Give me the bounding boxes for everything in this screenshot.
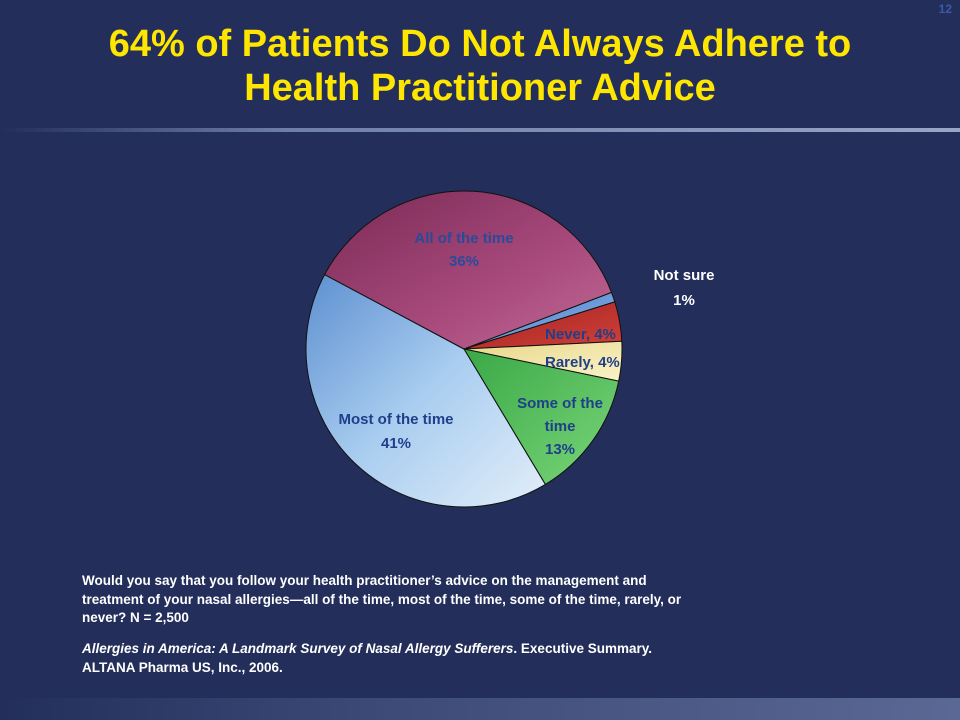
label-all-of-the-time: All of the time — [414, 230, 513, 247]
source-citation: Allergies in America: A Landmark Survey … — [82, 640, 682, 677]
source-details: . Executive Summary. ALTANA Pharma US, I… — [82, 641, 652, 675]
label-rarely: Rarely, 4% — [545, 354, 620, 371]
source-title: Allergies in America: A Landmark Survey … — [82, 641, 514, 656]
pie-slice-some-of-the-time — [462, 348, 620, 486]
label-never: Never, 4% — [545, 326, 616, 343]
label-not-sure: Not sure — [654, 267, 715, 284]
label-not-sure-pct: 1% — [673, 292, 695, 309]
slide-number: 12 — [938, 2, 952, 16]
footer-bar — [0, 698, 960, 720]
label-some-of-the-time-1: Some of the — [517, 395, 603, 412]
pie-slice-all-of-the-time — [323, 190, 613, 350]
label-some-pct: 13% — [545, 441, 575, 458]
pie-slice-most-of-the-time — [305, 273, 547, 508]
title-line-1: 64% of Patients Do Not Always Adhere to — [108, 23, 852, 65]
label-some-of-the-time-2: time — [545, 418, 576, 435]
title-divider — [0, 128, 960, 132]
label-most-pct: 41% — [381, 435, 411, 452]
survey-question: Would you say that you follow your healt… — [82, 573, 682, 625]
title-line-2: Health Practitioner Advice — [244, 67, 716, 109]
label-all-pct: 36% — [449, 253, 479, 270]
label-most-of-the-time: Most of the time — [339, 411, 454, 428]
page-title: 64% of Patients Do Not Always Adhere to … — [0, 22, 960, 110]
